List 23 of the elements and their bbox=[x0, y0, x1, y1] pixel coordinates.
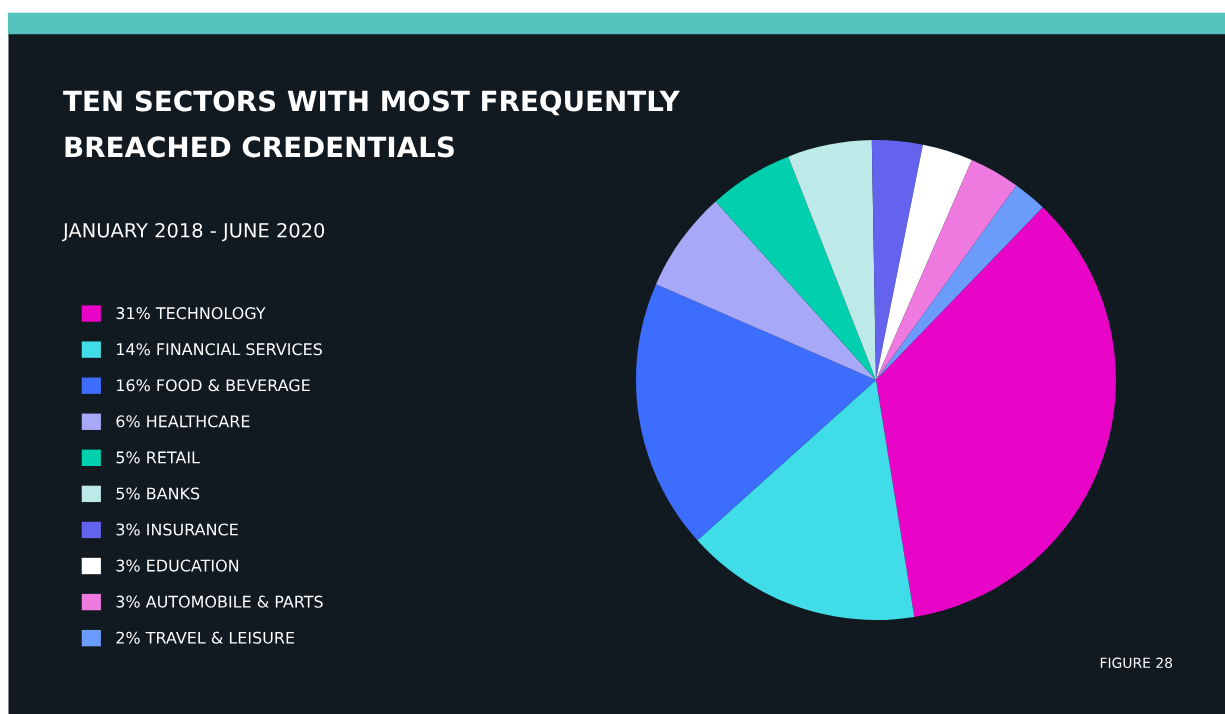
legend-label: 31% TECHNOLOGY bbox=[116, 307, 266, 320]
legend-label: 16% FOOD & BEVERAGE bbox=[117, 379, 310, 392]
pie-slice bbox=[876, 207, 1116, 617]
pie-slice bbox=[697, 380, 915, 620]
chart-title: TEN SECTORS WITH MOST FREQUENTLY BREACHED CREDENTIALS bbox=[63, 90, 680, 158]
pie-slice bbox=[715, 156, 876, 380]
legend-label: 5% RETAIL bbox=[116, 451, 200, 464]
legend-label: 6% HEALTHCARE bbox=[116, 415, 250, 428]
pie-slice bbox=[876, 185, 1043, 380]
legend-label: 3% AUTOMOBILE & PARTS bbox=[116, 595, 323, 608]
pie-slice bbox=[876, 144, 972, 380]
caption: FIGURE 28 bbox=[1100, 657, 1173, 669]
pie-slice bbox=[876, 159, 1017, 380]
legend-label: 5% BANKS bbox=[116, 487, 200, 500]
text: JANUARY 2018 - JUNE 2020 bbox=[61, 222, 325, 242]
legend-label: 2% TRAVEL & LEISURE bbox=[116, 631, 295, 644]
legend-label: 3% INSURANCE bbox=[116, 523, 238, 536]
pie-slice bbox=[788, 140, 876, 380]
legend-label: 3% EDUCATION bbox=[116, 559, 239, 572]
legend-label: 14% FINANCIAL SERVICES bbox=[117, 343, 322, 356]
pie-slice bbox=[871, 140, 923, 380]
pie-slice bbox=[636, 284, 876, 541]
pie-slice bbox=[655, 201, 876, 380]
